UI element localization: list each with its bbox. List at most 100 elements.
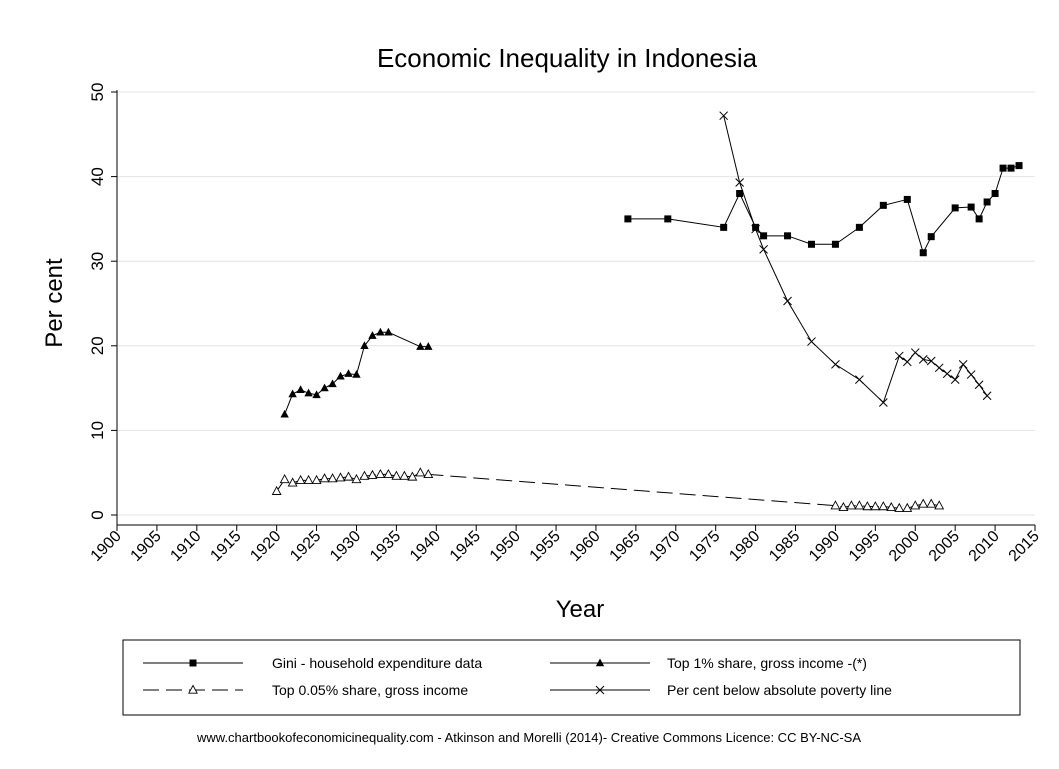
- data-point: [1015, 162, 1023, 170]
- data-point: [383, 468, 394, 479]
- chart-title: Economic Inequality in Indonesia: [377, 43, 758, 73]
- data-point: [934, 363, 944, 373]
- data-point: [375, 468, 386, 479]
- data-point: [942, 369, 952, 379]
- data-point: [807, 240, 815, 248]
- data-point: [950, 375, 960, 384]
- legend-marker: [595, 658, 605, 667]
- data-point: [784, 232, 792, 240]
- footer-credit: www.chartbookofeconomicinequality.com - …: [196, 730, 861, 745]
- legend-marker: [188, 684, 198, 694]
- data-point: [719, 111, 729, 121]
- data-point: [926, 498, 937, 508]
- data-point: [327, 473, 338, 483]
- series-line: [276, 472, 940, 509]
- series-layer: [271, 111, 1023, 512]
- data-point: [983, 198, 991, 206]
- series-line: [627, 165, 1020, 255]
- series-line: [284, 331, 429, 415]
- x-axis-label: Year: [556, 596, 605, 623]
- legend: Gini - household expenditure data Top 1% …: [143, 655, 892, 698]
- grid-lines: [117, 91, 1035, 516]
- data-point: [878, 398, 888, 407]
- data-point: [855, 223, 863, 231]
- y-tick-label: 0: [88, 510, 107, 519]
- data-point: [982, 391, 992, 401]
- data-point: [830, 500, 841, 510]
- data-point: [854, 500, 865, 510]
- series-per-cent-below-absolute-poverty-line: [719, 111, 992, 407]
- data-point: [894, 351, 904, 361]
- data-point: [958, 360, 968, 369]
- data-point: [846, 500, 857, 510]
- data-point: [415, 467, 426, 477]
- data-point: [624, 215, 632, 223]
- data-point: [359, 470, 370, 480]
- data-point: [368, 331, 377, 339]
- data-point: [919, 249, 927, 257]
- data-point: [1007, 164, 1015, 172]
- data-point: [287, 477, 298, 487]
- y-tick-label: 40: [88, 167, 107, 186]
- data-point: [862, 501, 873, 511]
- data-point: [319, 473, 330, 483]
- data-point: [280, 409, 289, 418]
- data-point: [416, 342, 425, 350]
- data-point: [751, 224, 760, 234]
- y-tick-label: 50: [88, 83, 107, 102]
- legend-marker: [189, 659, 197, 667]
- data-point: [894, 502, 905, 512]
- y-axis-label: Per cent: [41, 258, 68, 348]
- series-top-1-share-gross-income: [280, 327, 433, 418]
- series-top-0-05-share-gross-income: [271, 467, 945, 512]
- data-point: [831, 240, 839, 248]
- legend-item-top-0-05-share-gross-income: Top 0.05% share, gross income: [143, 682, 468, 698]
- legend-label: Gini - household expenditure data: [272, 655, 482, 671]
- data-point: [831, 360, 840, 369]
- y-tick-label: 20: [88, 336, 107, 355]
- data-point: [886, 501, 897, 512]
- legend-label: Per cent below absolute poverty line: [667, 682, 892, 698]
- legend-item-gini-household-expenditure-data: Gini - household expenditure data: [143, 655, 482, 671]
- data-point: [879, 201, 887, 209]
- data-point: [351, 474, 362, 484]
- data-point: [384, 327, 393, 336]
- data-point: [360, 341, 369, 349]
- data-point: [752, 223, 760, 231]
- data-point: [423, 468, 434, 479]
- data-point: [736, 190, 744, 198]
- data-point: [991, 190, 999, 198]
- data-point: [720, 223, 728, 231]
- data-point: [336, 371, 345, 380]
- data-point: [367, 469, 378, 479]
- data-point: [344, 369, 353, 377]
- legend-box: [122, 639, 1021, 716]
- data-point: [855, 375, 864, 384]
- data-point: [934, 500, 945, 510]
- data-point: [966, 370, 976, 379]
- legend-label: Top 0.05% share, gross income: [272, 682, 468, 698]
- data-point: [902, 502, 913, 512]
- y-tick-label: 10: [88, 421, 107, 440]
- data-point: [735, 178, 744, 187]
- data-point: [664, 215, 672, 223]
- data-point: [343, 471, 354, 481]
- legend-item-top-1-share-gross-income: Top 1% share, gross income -(*): [550, 655, 867, 671]
- data-point: [918, 498, 929, 508]
- data-point: [878, 501, 889, 511]
- data-point: [967, 203, 975, 211]
- data-point: [903, 195, 911, 203]
- y-tick-label: 30: [88, 252, 107, 271]
- data-point: [391, 470, 402, 480]
- data-point: [311, 474, 322, 484]
- data-point: [951, 204, 959, 212]
- data-point: [288, 389, 297, 398]
- data-point: [910, 500, 921, 510]
- data-point: [424, 342, 433, 350]
- data-point: [910, 348, 920, 357]
- data-point: [975, 215, 983, 223]
- data-point: [376, 327, 385, 336]
- data-point: [303, 474, 314, 484]
- data-point: [328, 379, 337, 388]
